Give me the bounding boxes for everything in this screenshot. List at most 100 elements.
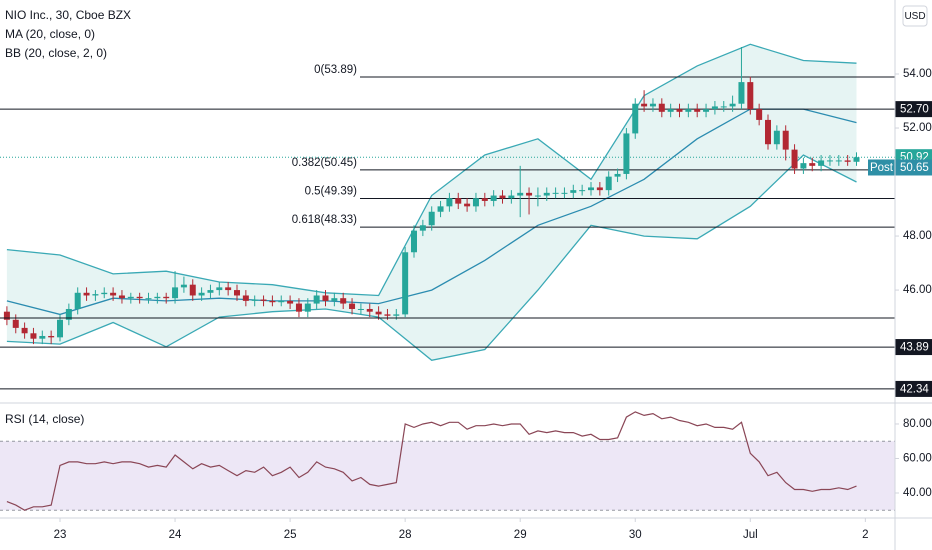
rsi-legend: RSI (14, close) — [5, 412, 84, 426]
y-tick-label: 80.00 — [903, 418, 932, 430]
candle-body — [756, 109, 763, 120]
candle-body — [676, 109, 683, 112]
candle-body — [773, 130, 780, 145]
symbol-title: NIO Inc., 30, Cboe BZX — [5, 8, 131, 22]
x-tick-label: 29 — [514, 529, 527, 541]
candle-body — [570, 190, 577, 193]
candle-body — [163, 296, 170, 299]
candle-body — [30, 333, 37, 339]
candle-body — [189, 284, 196, 296]
candle-body — [791, 149, 798, 169]
price-tag — [895, 339, 932, 356]
fib-label: 0.618(48.33) — [292, 214, 357, 226]
candle-body — [269, 300, 276, 303]
candle-body — [588, 187, 595, 191]
candle-body — [419, 225, 426, 231]
candle-body — [340, 298, 347, 304]
candle-body — [711, 106, 718, 110]
candle-body — [83, 292, 90, 296]
candle-body — [649, 103, 656, 107]
candle-body — [313, 295, 320, 304]
candle-body — [455, 198, 462, 204]
candle-body — [39, 335, 46, 339]
currency-box[interactable] — [902, 5, 928, 27]
x-tick-label: 28 — [399, 529, 412, 541]
rsi-line — [6, 411, 857, 511]
candle-body — [729, 103, 736, 107]
candle-body — [481, 198, 488, 201]
candle-body — [357, 308, 364, 310]
candle-body — [446, 198, 453, 207]
candle-body — [614, 173, 621, 177]
candle-body — [623, 133, 630, 174]
candle-body — [437, 206, 444, 212]
candle-body — [782, 130, 789, 150]
bb-legend: BB (20, close, 2, 0) — [5, 46, 107, 60]
candle-body — [48, 335, 55, 338]
rsi-band — [0, 441, 895, 511]
candle-body — [287, 300, 294, 304]
candle-body — [720, 106, 727, 108]
candle-body — [844, 160, 851, 162]
candle-body — [384, 314, 391, 316]
candle-body — [853, 157, 860, 162]
price-tag-label: 42.34 — [900, 383, 929, 395]
candle-body — [225, 287, 232, 291]
candle-body — [632, 103, 639, 134]
candle-body — [92, 294, 99, 296]
candle-body — [747, 82, 754, 110]
rsi-pane: 40.00 60.00 80.00 23 24 25 28 29 30 Jul 2 — [0, 411, 932, 541]
fib-label: 0(53.89) — [314, 64, 357, 76]
candle-body — [65, 308, 72, 320]
price-tag — [895, 101, 932, 118]
candle-body — [667, 109, 674, 112]
candle-body — [118, 295, 125, 299]
post-price-tag — [895, 159, 932, 176]
candle-body — [561, 192, 568, 194]
y-tick-label: 46.00 — [903, 284, 932, 296]
candle-body — [641, 103, 648, 107]
candle-body — [800, 163, 807, 169]
candle-body — [835, 160, 842, 162]
candle-body — [517, 192, 524, 196]
candle-body — [172, 287, 179, 299]
y-tick-label: 40.00 — [903, 487, 932, 499]
candle-body — [57, 319, 64, 338]
x-tick-label: 2 — [862, 529, 868, 541]
candle-body — [234, 290, 241, 296]
candle-body — [428, 211, 435, 226]
candle-body — [543, 192, 550, 196]
candle-body — [295, 303, 302, 312]
bb-lower — [6, 154, 857, 361]
candle-body — [818, 160, 825, 166]
candle-body — [464, 203, 471, 207]
price-tag-label: 52.70 — [900, 104, 929, 116]
candle-body — [499, 195, 506, 199]
x-tick-label: 25 — [284, 529, 297, 541]
candle-body — [596, 187, 603, 191]
candle-body — [375, 311, 382, 315]
price-tag-label: 43.89 — [900, 342, 929, 354]
candle-body — [242, 295, 249, 301]
x-tick-label: 24 — [169, 529, 182, 541]
candle-body — [579, 190, 586, 192]
candle-body — [260, 299, 267, 301]
candle-body — [180, 284, 187, 288]
candle-body — [703, 109, 710, 112]
candle-body — [809, 163, 816, 166]
x-tick-label: 23 — [54, 529, 67, 541]
candle-body — [207, 290, 214, 293]
candle-body — [526, 192, 533, 196]
candle-body — [216, 287, 223, 291]
fib-label: 0.5(49.39) — [305, 186, 358, 198]
currency: USD — [904, 11, 925, 22]
candle-body — [402, 252, 409, 315]
candle-body — [411, 230, 418, 253]
candle-body — [101, 292, 108, 295]
candle-body — [393, 314, 400, 316]
candle-body — [21, 327, 28, 334]
candle-body — [12, 319, 19, 328]
candle-body — [154, 296, 161, 299]
candle-body — [765, 119, 772, 145]
